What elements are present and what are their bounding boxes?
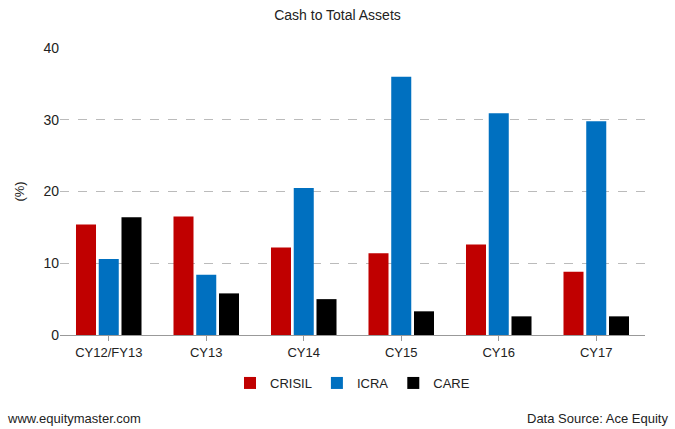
svg-text:10: 10 <box>43 255 59 271</box>
svg-text:0: 0 <box>51 327 59 343</box>
svg-text:CY17: CY17 <box>580 345 613 360</box>
svg-text:CY14: CY14 <box>287 345 320 360</box>
svg-text:CY12/FY13: CY12/FY13 <box>75 345 142 360</box>
svg-text:Cash to Total Assets: Cash to Total Assets <box>274 7 401 23</box>
svg-text:40: 40 <box>43 40 59 56</box>
svg-text:CY16: CY16 <box>482 345 515 360</box>
svg-text:ICRA: ICRA <box>357 376 388 391</box>
svg-text:20: 20 <box>43 183 59 199</box>
svg-text:Data Source: Ace Equity: Data Source: Ace Equity <box>527 411 668 426</box>
svg-text:CARE: CARE <box>433 376 469 391</box>
svg-text:CY13: CY13 <box>190 345 223 360</box>
svg-text:(%): (%) <box>12 181 27 201</box>
svg-text:CRISIL: CRISIL <box>270 376 312 391</box>
svg-text:30: 30 <box>43 112 59 128</box>
svg-text:CY15: CY15 <box>385 345 418 360</box>
svg-text:www.equitymaster.com: www.equitymaster.com <box>7 411 141 426</box>
